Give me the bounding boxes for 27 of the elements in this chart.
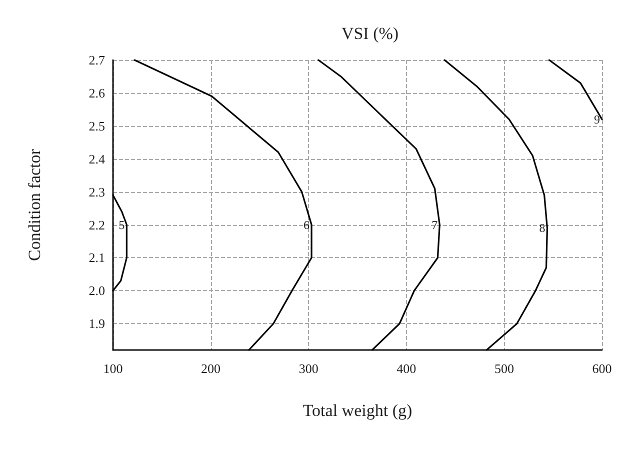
y-tick-label: 2.3 (88, 184, 105, 200)
y-tick-label: 2.2 (88, 217, 105, 232)
x-axis-title: Total weight (g) (302, 401, 412, 420)
y-axis-title: Condition factor (25, 148, 44, 261)
y-tick-label: 2.7 (88, 52, 106, 68)
line-series (318, 59, 440, 351)
series-label: 8 (539, 221, 546, 236)
x-tick-label: 100 (103, 361, 123, 376)
x-tick-label: 200 (201, 361, 221, 376)
x-tick-label: 400 (396, 361, 416, 376)
line-series (112, 194, 128, 292)
series-label: 7 (432, 218, 438, 232)
y-tick-label: 1.9 (88, 316, 105, 332)
series-label: 9 (594, 112, 600, 126)
y-tick-label: 2.1 (88, 250, 105, 266)
chart-title: VSI (%) (341, 24, 399, 43)
y-tick-label: 2.6 (88, 85, 106, 100)
x-tick-label: 500 (494, 361, 514, 376)
line-series (134, 59, 312, 351)
y-tick-label: 2.0 (88, 283, 105, 298)
line-series (444, 59, 548, 351)
y-tick-label: 2.4 (88, 151, 106, 166)
x-tick-label: 300 (298, 361, 318, 376)
x-tick-label: 600 (592, 361, 612, 376)
series-label: 6 (304, 218, 310, 232)
series-label: 5 (118, 218, 125, 232)
y-tick-label: 2.5 (88, 118, 105, 134)
